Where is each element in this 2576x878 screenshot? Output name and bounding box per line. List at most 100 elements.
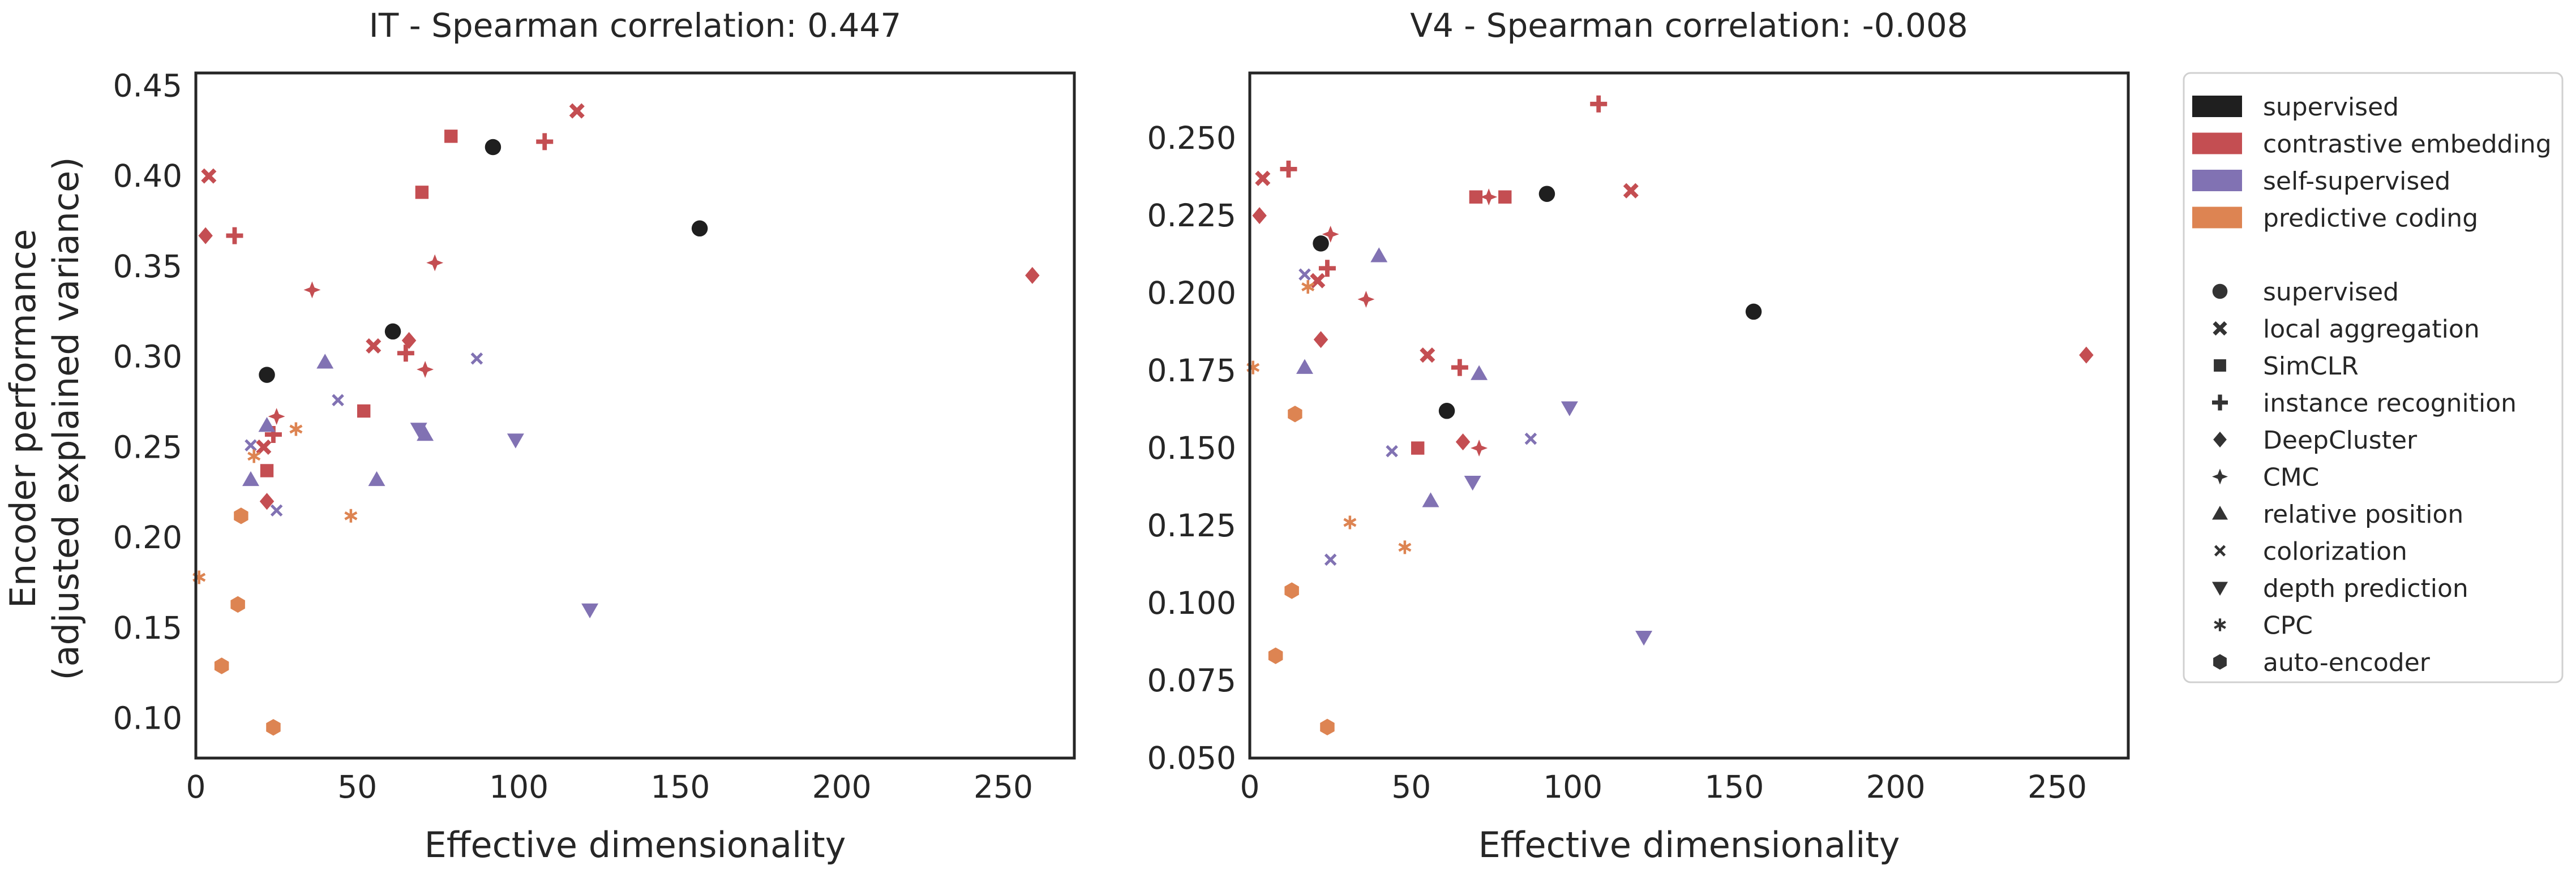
y-tick-label: 0.30 (113, 339, 182, 375)
data-point (258, 417, 276, 432)
legend-label: contrastive embedding (2263, 130, 2552, 159)
data-point (230, 596, 245, 613)
data-point (470, 352, 483, 365)
x-tick-label: 200 (1866, 769, 1926, 805)
legend-swatch (2192, 206, 2242, 229)
data-point (401, 332, 417, 349)
data-point (1561, 401, 1578, 416)
data-point (1324, 553, 1337, 566)
data-point (201, 168, 217, 184)
data-point (256, 439, 272, 455)
data-point (1313, 331, 1328, 348)
legend-marker (2212, 283, 2228, 299)
x-tick-label: 100 (489, 769, 548, 805)
panel-title-it: IT - Spearman correlation: 0.447 (369, 6, 902, 45)
data-point (259, 367, 275, 383)
data-point (1411, 441, 1425, 455)
data-point (344, 509, 358, 523)
x-tick-label: 150 (1704, 769, 1764, 805)
legend-marker (2212, 582, 2228, 596)
plot-frame (1248, 71, 2130, 760)
data-point (1322, 225, 1339, 243)
y-tick-label: 0.20 (113, 519, 182, 556)
data-point (581, 603, 599, 618)
legend-label: supervised (2263, 278, 2399, 307)
legend-marker (2213, 432, 2227, 447)
data-point (1469, 190, 1483, 204)
data-point (1298, 268, 1311, 281)
data-point (1025, 266, 1040, 284)
data-point (242, 471, 259, 487)
data-point (1288, 406, 1302, 423)
data-point (536, 133, 554, 150)
y-tick-label: 0.225 (1147, 197, 1236, 234)
data-point (1370, 247, 1388, 262)
panel-v4: V4 - Spearman correlation: -0.008 0 50 100 1… (1147, 6, 2130, 866)
data-point (198, 227, 213, 244)
legend-label: depth prediction (2263, 574, 2468, 603)
legend-marker (2213, 321, 2227, 336)
y-tick-label: 0.125 (1147, 507, 1236, 544)
data-point (266, 719, 281, 736)
data-point (366, 338, 382, 354)
data-point (332, 394, 344, 407)
data-point (2079, 346, 2094, 364)
data-point (245, 439, 257, 452)
data-point (1745, 303, 1762, 320)
legend-label: local aggregation (2263, 315, 2480, 344)
data-point (410, 423, 427, 438)
y-tick-label: 0.15 (113, 610, 182, 646)
data-point (1313, 235, 1329, 252)
data-point (1538, 186, 1555, 202)
x-tick-label: 50 (1391, 769, 1431, 805)
data-points (1246, 95, 2094, 735)
panel-it: IT - Spearman correlation: 0.447 0 50 100 15… (113, 6, 1076, 866)
legend-label: instance recognition (2263, 389, 2517, 418)
legend-label: DeepCluster (2263, 426, 2418, 455)
legend-frame (2183, 72, 2564, 683)
data-point (415, 186, 429, 199)
data-point (1268, 647, 1283, 664)
y-tick-label: 0.200 (1147, 275, 1236, 311)
legend-label: colorization (2263, 537, 2407, 566)
data-point (1471, 440, 1488, 457)
data-point (247, 449, 261, 463)
data-point (214, 657, 229, 674)
y-tick-label: 0.250 (1147, 120, 1236, 156)
legend-marker (2212, 468, 2228, 485)
legend-label: relative position (2263, 500, 2463, 529)
data-point (691, 220, 708, 237)
data-point (1455, 433, 1471, 451)
data-point (316, 354, 334, 369)
data-point (569, 103, 585, 119)
x-tick-label: 100 (1543, 769, 1602, 805)
data-point (417, 426, 434, 441)
x-tick-label: 200 (812, 769, 872, 805)
data-point (1498, 190, 1512, 204)
data-point (1296, 359, 1313, 374)
y-tick-label: 0.35 (113, 248, 182, 285)
y-tick-label: 0.40 (113, 158, 182, 194)
data-point (507, 433, 524, 449)
data-point (1357, 291, 1375, 308)
y-tick-label: 0.10 (113, 700, 182, 737)
legend-label: supervised (2263, 93, 2399, 122)
legend-label: self-supervised (2263, 167, 2450, 196)
data-point (1480, 188, 1498, 206)
data-point (426, 254, 444, 272)
data-point (1284, 582, 1299, 599)
data-point (1301, 280, 1315, 294)
y-tick-label: 0.25 (113, 429, 182, 465)
data-point (1422, 492, 1439, 507)
legend-marker (2212, 506, 2228, 520)
data-point (1524, 432, 1537, 445)
data-point (1590, 95, 1608, 113)
data-point (1318, 260, 1336, 277)
legend-marker (2214, 618, 2226, 631)
legend-marker (2214, 545, 2226, 557)
x-tick-label: 150 (650, 769, 710, 805)
data-point (289, 422, 303, 436)
data-point (368, 471, 385, 487)
